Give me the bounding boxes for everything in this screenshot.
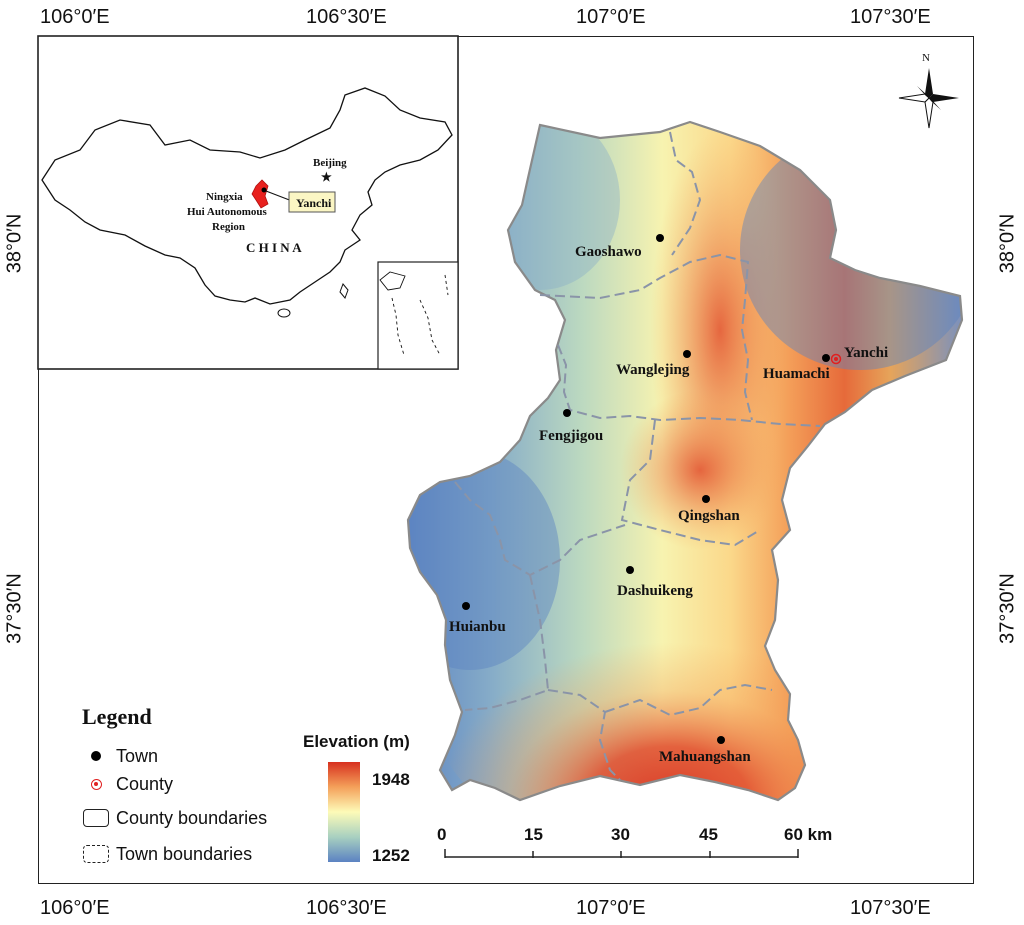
svg-text:Yanchi: Yanchi [296, 196, 332, 210]
scale-tick-15: 15 [524, 825, 543, 844]
scale-tick-30: 30 [611, 825, 630, 844]
svg-text:C H I N A: C H I N A [246, 240, 302, 255]
scale-tick-60: 60 km [784, 825, 833, 844]
svg-text:Ningxia: Ningxia [206, 191, 243, 203]
yanchi-callout [288, 191, 336, 213]
svg-text:Gaoshawo: Gaoshawo [575, 244, 642, 260]
bottom-lon-label-2: 106°30′E [306, 897, 387, 919]
bottom-lon-label-4: 107°30′E [850, 897, 931, 919]
solid-boundary-icon [83, 809, 109, 827]
town-marker-dashuikeng: Dashuikeng [617, 566, 693, 599]
elevation-color-ramp [328, 762, 360, 862]
taiwan-outline [339, 283, 349, 299]
town-marker-fengjigou: Fengjigou [539, 409, 603, 444]
svg-text:Yanchi: Yanchi [844, 345, 888, 361]
south-china-sea-inset [377, 261, 459, 370]
elevation-max-label: 1948 [372, 770, 410, 789]
scale-bar [444, 849, 799, 858]
county-marker-icon [90, 778, 102, 790]
town-marker-huamachi: Huamachi [763, 354, 830, 382]
hainan-outline [277, 308, 291, 318]
bottom-lon-label-1: 106°0′E [40, 897, 110, 919]
top-lon-label-1: 106°0′E [40, 6, 110, 28]
bottom-lon-label-3: 107°0′E [576, 897, 646, 919]
top-lon-label-3: 107°0′E [576, 6, 646, 28]
svg-text:Fengjigou: Fengjigou [539, 428, 603, 444]
town-marker-wanglejing: Wanglejing [616, 350, 691, 378]
elevation-legend-title: Elevation (m) [303, 732, 410, 751]
legend-item-town-boundaries: Town boundaries [82, 842, 252, 866]
legend-item-town: Town [82, 744, 158, 768]
svg-text:Region: Region [212, 221, 245, 233]
top-lon-label-4: 107°30′E [850, 6, 931, 28]
svg-text:Qingshan: Qingshan [678, 508, 740, 524]
county-boundary [406, 120, 964, 802]
svg-text:Huamachi: Huamachi [763, 366, 830, 382]
svg-text:Wanglejing: Wanglejing [616, 362, 690, 378]
svg-text:Mahuangshan: Mahuangshan [659, 749, 751, 765]
svg-text:Hui Autonomous: Hui Autonomous [187, 206, 267, 218]
beijing-star-icon: ★ [321, 170, 332, 184]
town-marker-mahuangshan: Mahuangshan [659, 736, 751, 765]
china-outline [41, 87, 453, 305]
town-boundaries [454, 131, 821, 781]
top-lon-label-2: 106°30′E [306, 6, 387, 28]
north-arrow-icon [898, 68, 959, 129]
elevation-min-label: 1252 [372, 846, 410, 865]
svg-text:Huianbu: Huianbu [449, 619, 506, 635]
inset-map: Yanchi Beijing ★ Ningxia Hui Autonomous … [37, 35, 459, 370]
town-marker-huianbu: Huianbu [449, 602, 506, 635]
svg-text:Dashuikeng: Dashuikeng [617, 583, 693, 599]
dashed-boundary-icon [83, 845, 109, 863]
town-marker-gaoshawo: Gaoshawo [575, 234, 664, 260]
scale-tick-0: 0 [437, 825, 447, 844]
legend-item-county: County [82, 772, 173, 796]
elevation-raster [408, 122, 962, 800]
svg-text:Beijing: Beijing [313, 157, 347, 169]
map-frame [38, 36, 974, 884]
legend-title: Legend [82, 704, 152, 729]
ningxia-region [251, 179, 269, 209]
county-marker-yanchi: Yanchi [830, 345, 888, 365]
legend-item-county-boundaries: County boundaries [82, 806, 267, 830]
scale-tick-45: 45 [699, 825, 718, 844]
town-marker-qingshan: Qingshan [678, 495, 740, 524]
north-label: N [922, 52, 930, 64]
town-dot-icon [91, 751, 101, 761]
